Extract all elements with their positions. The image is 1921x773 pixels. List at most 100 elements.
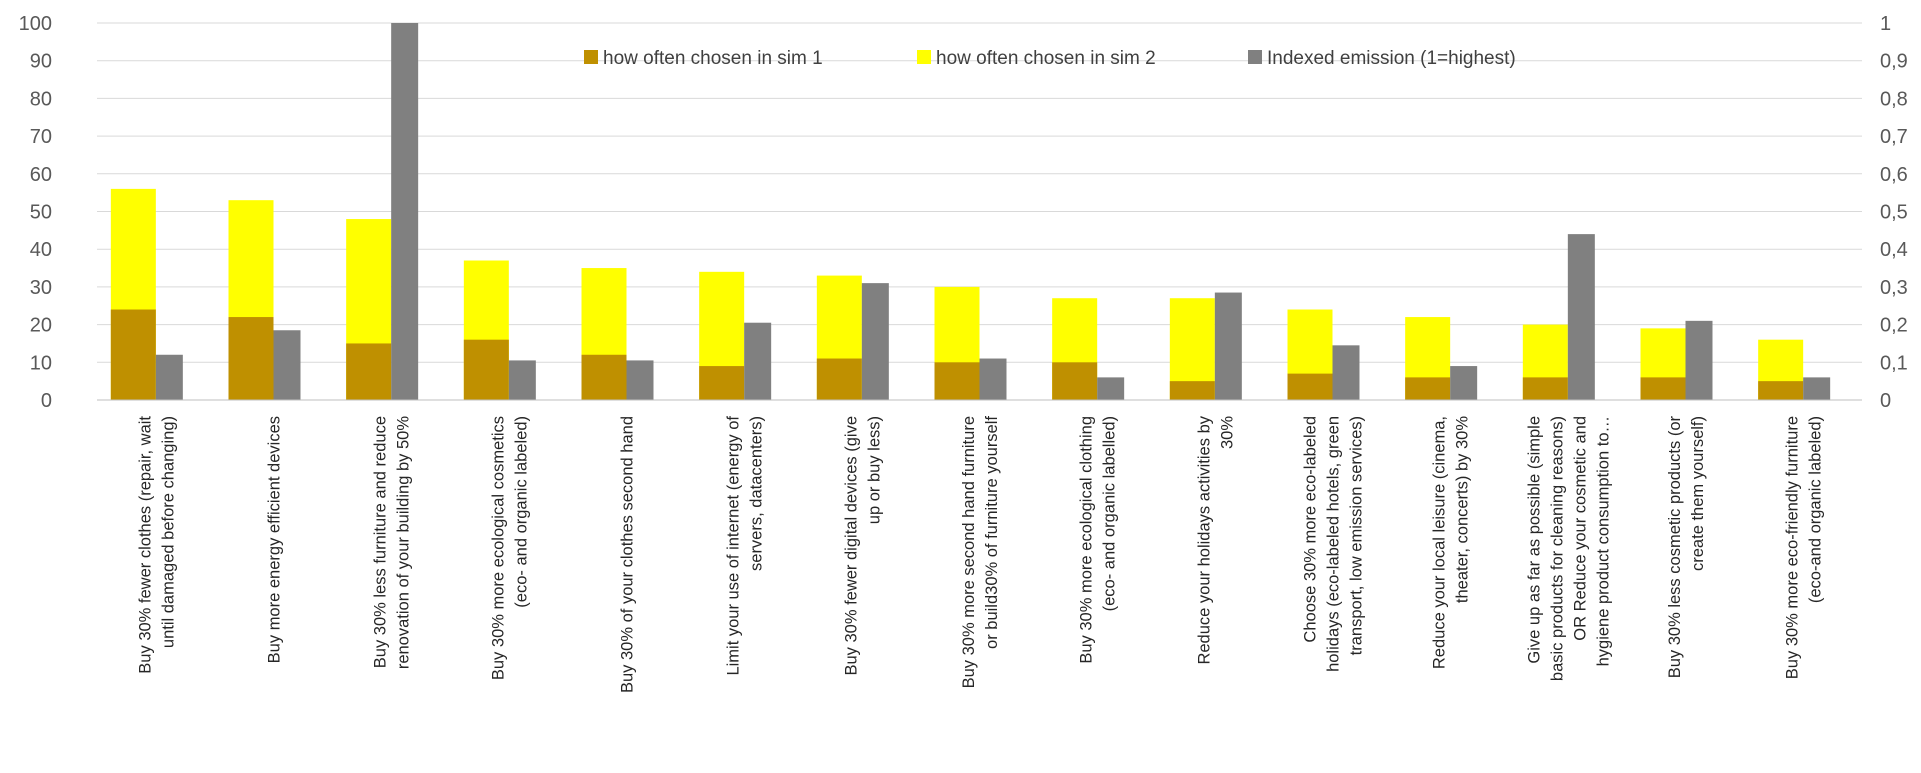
y2-tick-label: 0,2 — [1880, 315, 1908, 337]
bar-emission — [1567, 234, 1595, 400]
category-label: Reduce your holidays activities by 30% — [1195, 415, 1236, 664]
category-label-line: Limit your use of internet (energy of — [725, 416, 743, 676]
legend-swatch-sim1 — [584, 50, 598, 64]
y2-tick-label: 0,7 — [1880, 126, 1908, 148]
y2-tick-label: 0,9 — [1880, 51, 1908, 73]
legend-label-sim2: how often chosen in sim 2 — [936, 48, 1156, 69]
category-label: Give up as far as possible (simple basic … — [1525, 416, 1612, 681]
category-label: Buy 30% more eco-friendly furniture (eco-… — [1784, 416, 1825, 679]
legend-label-sim1: how often chosen in sim 1 — [603, 48, 823, 69]
category-label: Reduce your local leisure (cinema, theate… — [1431, 416, 1472, 669]
category-label-line: hygiene product consumption to… — [1594, 416, 1612, 666]
bar-sim1 — [816, 358, 862, 400]
y2-tick-label: 0,8 — [1880, 88, 1908, 110]
bar-sim1 — [934, 362, 980, 400]
category-label: Buy 30% more second hand furniture or bui… — [960, 416, 1001, 689]
bar-emission — [391, 23, 419, 400]
category-label-line: 30% — [1218, 416, 1236, 449]
category-label-line: theater, concerts) by 30% — [1454, 416, 1472, 603]
category-label-line: Reduce your holidays activities by — [1195, 415, 1213, 664]
bar-emission — [1214, 292, 1242, 400]
y-tick-label: 30 — [30, 277, 52, 299]
category-label: Buy 30% less furniture and reduce renovat… — [372, 416, 413, 669]
bars — [110, 23, 1831, 400]
category-label: Limit your use of internet (energy of ser… — [725, 416, 766, 676]
category-label-line: transport, low emission services) — [1348, 416, 1366, 655]
y-tick-label: 90 — [30, 51, 52, 73]
bar-sim1 — [1052, 362, 1098, 400]
category-label-line: Buy 30% of your clothes second hand — [619, 416, 637, 693]
bar-sim1 — [1640, 377, 1686, 400]
category-label-line: Reduce your local leisure (cinema, — [1431, 416, 1449, 669]
bar-sim1 — [110, 309, 156, 400]
bar-emission — [1332, 345, 1360, 400]
bar-sim1 — [1287, 373, 1333, 400]
y-tick-label: 10 — [30, 352, 52, 374]
category-label-line: Buy 30% more eco-friendly furniture — [1784, 416, 1802, 679]
category-label-line: basic products for cleaning reasons) — [1548, 416, 1566, 681]
bar-sim1 — [1758, 381, 1804, 400]
category-label-line: renovation of your building by 50% — [395, 416, 413, 669]
bar-emission — [273, 330, 301, 400]
category-label-line: Buy 30% less cosmetic products (or — [1666, 416, 1684, 679]
legend: how often chosen in sim 1 how often chos… — [584, 48, 1516, 69]
category-label-line: Buy 30% more second hand furniture — [960, 416, 978, 688]
bar-emission — [744, 322, 772, 400]
category-label: Buy 30% more ecological cosmetics (eco- a… — [489, 416, 530, 680]
bar-sim1 — [1405, 377, 1451, 400]
bar-emission — [861, 283, 889, 400]
bar-sim1 — [1169, 381, 1215, 400]
y2-tick-label: 0,3 — [1880, 277, 1908, 299]
y-tick-label: 70 — [30, 126, 52, 148]
category-label: Buy more energy efficient devices — [266, 416, 284, 663]
legend-label-emission: Indexed emission (1=highest) — [1267, 48, 1516, 69]
category-label: Buy 30% of your clothes second hand — [619, 416, 637, 693]
category-label-line: Buy 30% fewer digital devices (give — [842, 416, 860, 676]
y2-tick-label: 0,5 — [1880, 202, 1908, 224]
y-tick-label: 40 — [30, 239, 52, 261]
y2-tick-label: 1 — [1880, 13, 1891, 35]
y2-tick-label: 0,1 — [1880, 352, 1908, 374]
category-label-line: OR Reduce your cosmetic and — [1571, 416, 1589, 641]
category-labels: Buy 30% fewer clothes (repair, wait until… — [136, 415, 1824, 693]
category-label-line: (eco- and organic labeled) — [512, 416, 530, 608]
bar-emission — [155, 354, 183, 400]
category-label: Choose 30% more eco-labeled holidays (eco… — [1302, 416, 1366, 672]
y-tick-label: 0 — [41, 390, 52, 412]
bar-sim1 — [581, 354, 627, 400]
category-label-line: up or buy less) — [865, 416, 883, 524]
y-tick-label: 50 — [30, 202, 52, 224]
bar-emission — [1450, 366, 1478, 400]
category-label-line: Buy 30% more ecological clothing — [1078, 416, 1096, 664]
y-tick-label: 100 — [19, 13, 52, 35]
category-label: Buy 30% more ecological clothing (eco- an… — [1078, 416, 1119, 664]
category-label-line: Give up as far as possible (simple — [1525, 416, 1543, 664]
category-label-line: servers, datacenters) — [748, 416, 766, 571]
bar-emission — [1097, 377, 1125, 400]
bar-sim1 — [699, 366, 745, 400]
category-label-line: Buy 30% fewer clothes (repair, wait — [136, 416, 154, 674]
bar-emission — [979, 358, 1007, 400]
left-axis-ticks: 0 10 20 30 40 50 60 70 80 90 100 — [19, 13, 52, 412]
category-label: Buy 30% fewer digital devices (give up or… — [842, 416, 883, 676]
legend-swatch-sim2 — [917, 50, 931, 64]
category-label-line: holidays (eco-labeled hotels, green — [1325, 416, 1343, 672]
category-label: Buy 30% less cosmetic products (or create… — [1666, 416, 1707, 679]
bar-sim1 — [228, 317, 274, 400]
category-label-line: Choose 30% more eco-labeled — [1302, 416, 1320, 643]
y-tick-label: 80 — [30, 88, 52, 110]
category-label-line: (eco- and organic labelled) — [1101, 416, 1119, 611]
bar-sim1 — [346, 343, 392, 400]
bar-emission — [1803, 377, 1831, 400]
category-label: Buy 30% fewer clothes (repair, wait until… — [136, 416, 177, 674]
bar-emission — [626, 360, 654, 400]
legend-swatch-emission — [1248, 50, 1262, 64]
bar-emission — [1685, 320, 1713, 400]
category-label-line: or build30% of furniture yourself — [983, 416, 1001, 649]
category-label-line: create them yourself) — [1689, 416, 1707, 571]
category-label-line: Buy 30% less furniture and reduce — [372, 416, 390, 668]
y2-tick-label: 0 — [1880, 390, 1891, 412]
bar-sim1 — [1522, 377, 1568, 400]
bar-emission — [508, 360, 536, 400]
